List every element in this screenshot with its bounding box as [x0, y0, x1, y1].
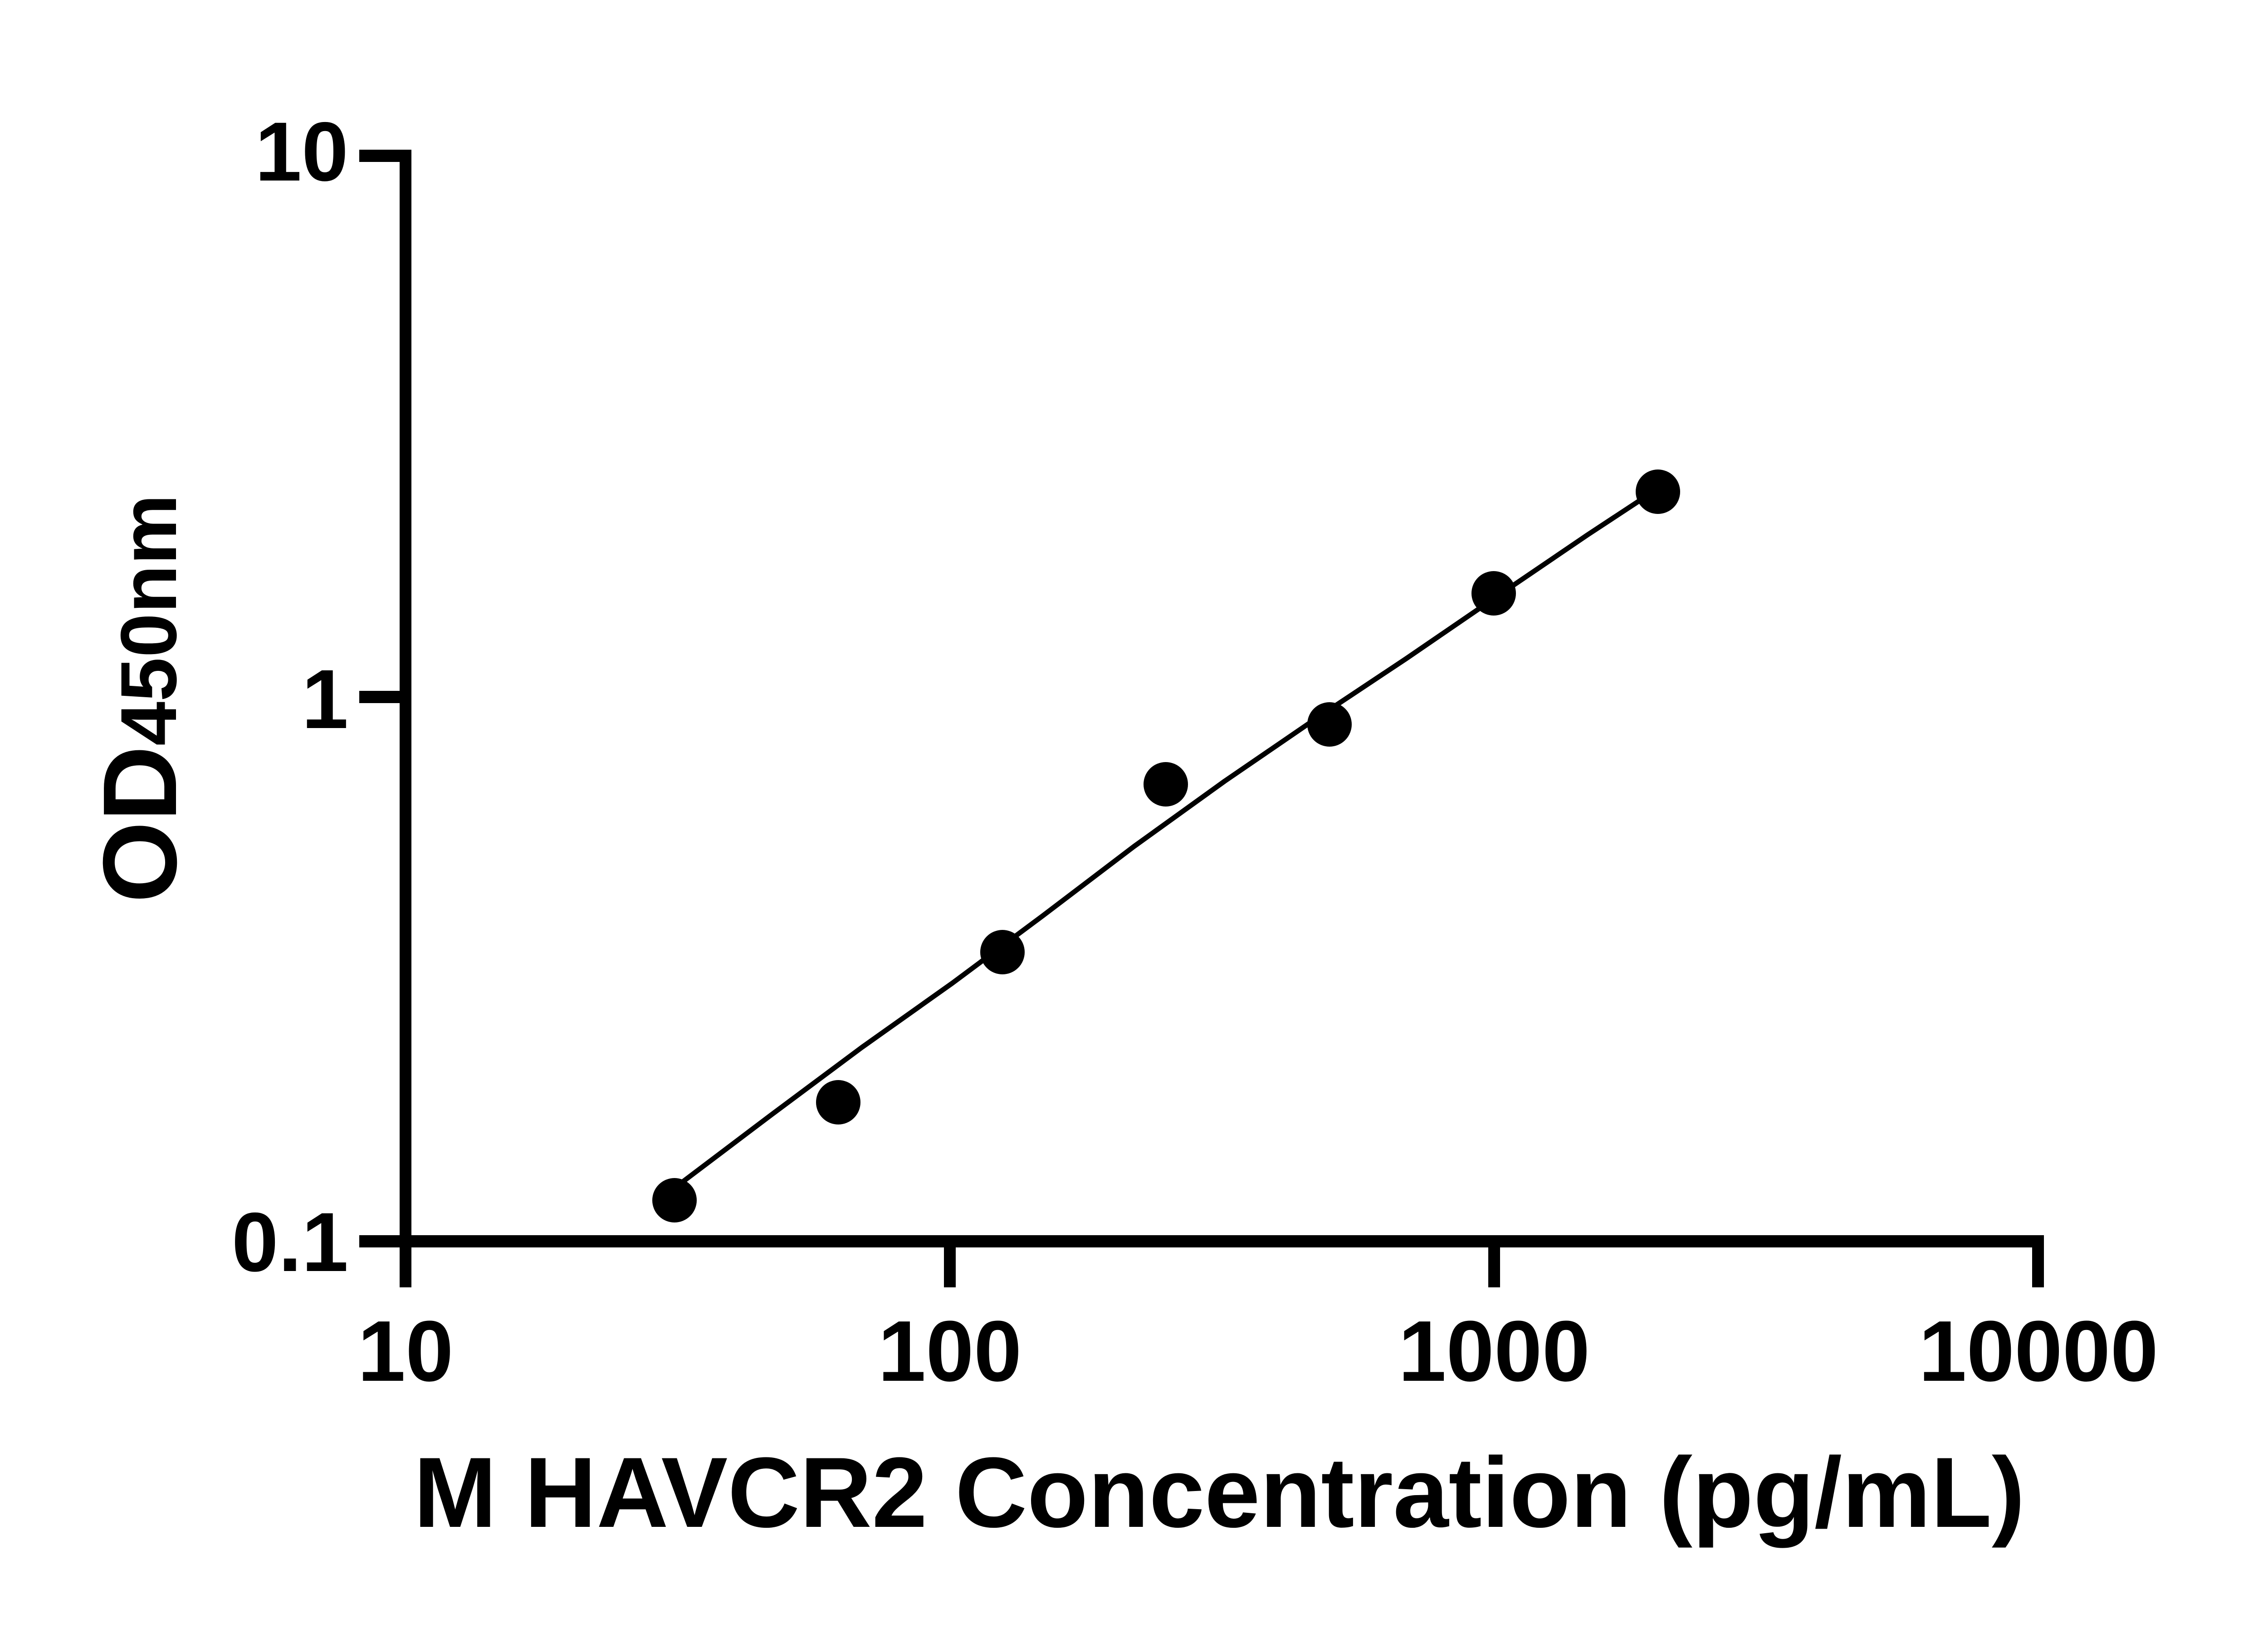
svg-text:1000: 1000: [1398, 1303, 1590, 1399]
svg-text:1: 1: [302, 653, 348, 746]
svg-text:10: 10: [255, 105, 348, 199]
svg-text:10000: 10000: [1919, 1303, 2158, 1399]
svg-text:M HAVCR2 Concentration (pg/mL): M HAVCR2 Concentration (pg/mL): [414, 1437, 2025, 1548]
svg-text:10: 10: [357, 1303, 453, 1399]
svg-text:0.1: 0.1: [232, 1196, 348, 1289]
svg-text:100: 100: [878, 1303, 1022, 1399]
